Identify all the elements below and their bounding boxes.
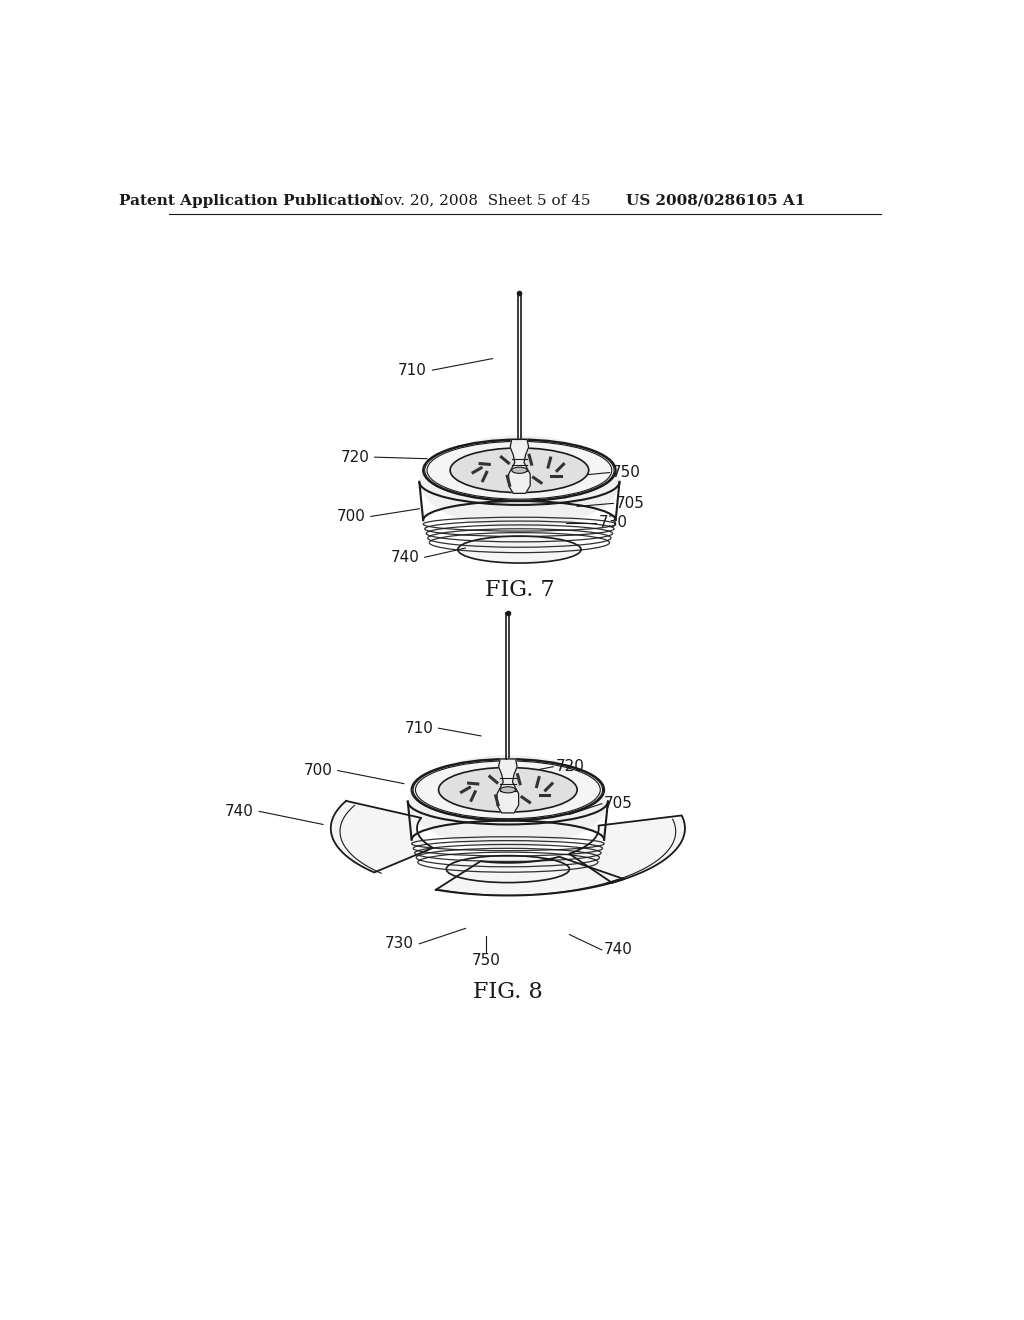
Ellipse shape — [408, 755, 608, 847]
Text: 740: 740 — [390, 549, 419, 565]
Text: 740: 740 — [604, 942, 633, 957]
Text: 700: 700 — [303, 763, 333, 777]
Polygon shape — [331, 801, 433, 873]
Polygon shape — [509, 440, 530, 494]
Polygon shape — [436, 857, 624, 895]
Text: US 2008/0286105 A1: US 2008/0286105 A1 — [626, 194, 806, 207]
Text: 730: 730 — [385, 936, 414, 952]
Polygon shape — [569, 816, 685, 883]
Text: 710: 710 — [404, 721, 433, 735]
Ellipse shape — [512, 467, 527, 474]
Polygon shape — [497, 759, 518, 813]
Ellipse shape — [451, 447, 589, 492]
Ellipse shape — [500, 787, 515, 793]
Text: Patent Application Publication: Patent Application Publication — [119, 194, 381, 207]
Text: Nov. 20, 2008  Sheet 5 of 45: Nov. 20, 2008 Sheet 5 of 45 — [371, 194, 591, 207]
Ellipse shape — [446, 855, 569, 883]
Text: 750: 750 — [611, 465, 641, 480]
Text: 710: 710 — [398, 363, 427, 378]
Text: 730: 730 — [599, 515, 628, 531]
Ellipse shape — [419, 436, 620, 528]
Ellipse shape — [423, 440, 615, 502]
Text: FIG. 8: FIG. 8 — [473, 981, 543, 1003]
Text: 705: 705 — [615, 496, 644, 511]
Text: 705: 705 — [604, 796, 633, 812]
Text: FIG. 7: FIG. 7 — [484, 578, 554, 601]
Text: 720: 720 — [556, 759, 585, 775]
Text: 700: 700 — [337, 510, 366, 524]
Ellipse shape — [458, 536, 581, 564]
Ellipse shape — [412, 759, 604, 821]
Text: 740: 740 — [225, 804, 254, 818]
Ellipse shape — [438, 767, 578, 812]
Text: 750: 750 — [472, 953, 501, 969]
Text: 720: 720 — [340, 450, 370, 465]
